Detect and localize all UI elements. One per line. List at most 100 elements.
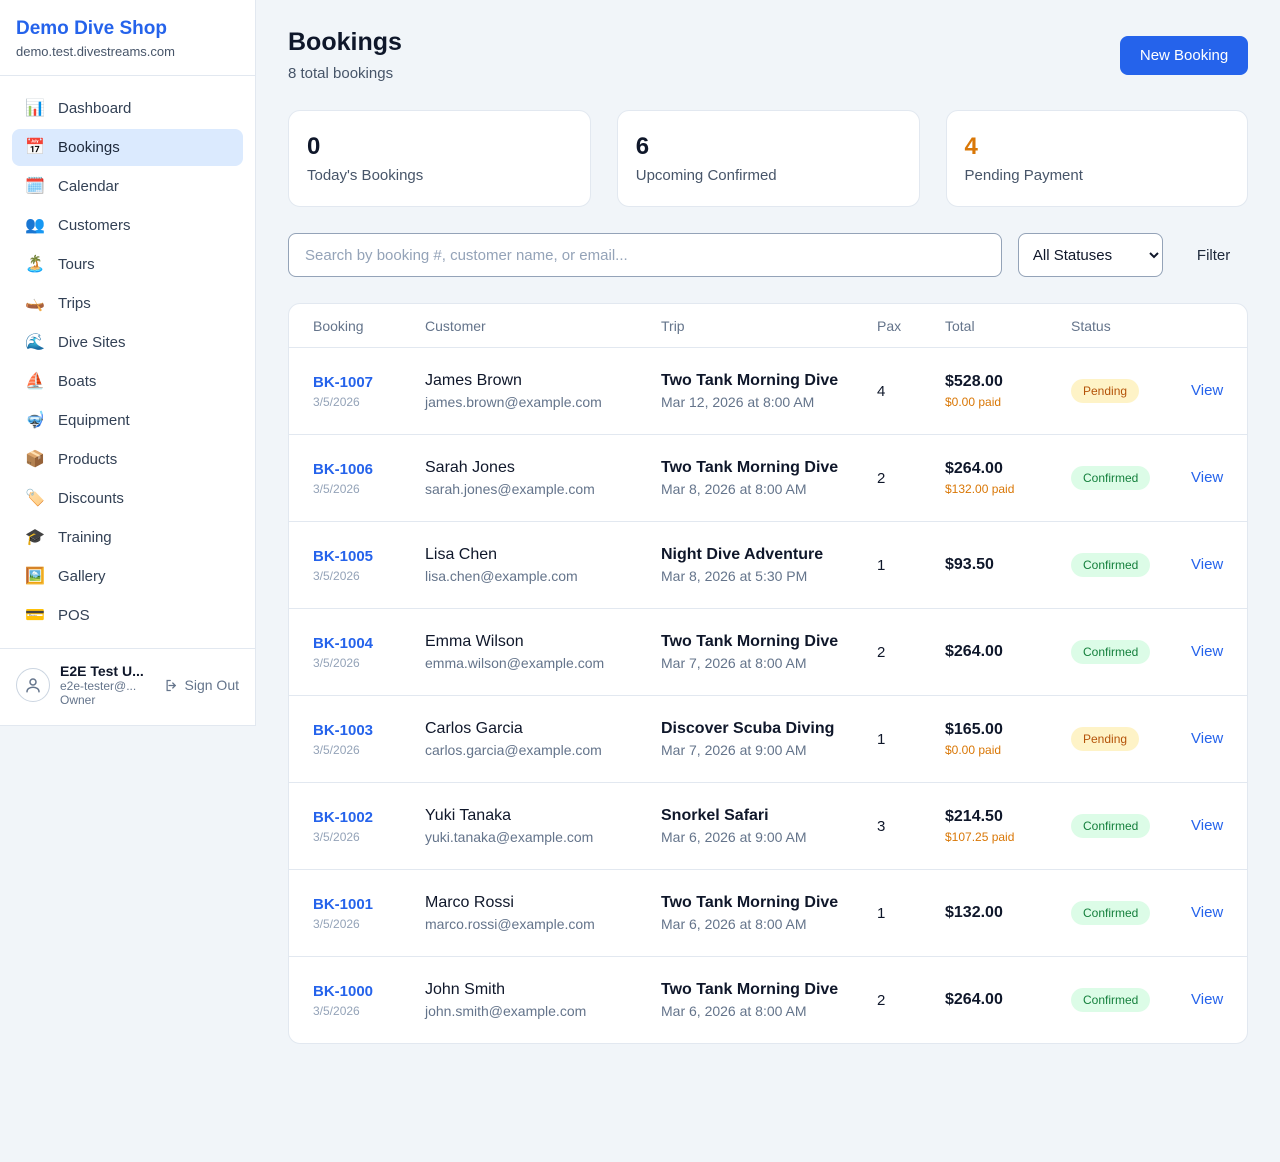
sidebar-item-gallery[interactable]: 🖼️ Gallery: [12, 558, 243, 595]
status-cell: Confirmed: [1071, 901, 1191, 925]
filter-button[interactable]: Filter: [1179, 247, 1248, 264]
new-booking-button[interactable]: New Booking: [1119, 36, 1249, 75]
trip-cell: Discover Scuba Diving Mar 7, 2026 at 9:0…: [661, 720, 877, 758]
total-amount: $132.00: [945, 904, 1003, 921]
main-content: Bookings 8 total bookings New Booking 0 …: [256, 0, 1280, 1076]
user-info: E2E Test U... e2e-tester@... Owner: [60, 663, 154, 707]
total-amount: $165.00: [945, 721, 1003, 738]
pax-count: 1: [877, 730, 886, 748]
customer-cell: Emma Wilson emma.wilson@example.com: [425, 633, 661, 671]
sidebar-item-products[interactable]: 📦 Products: [12, 441, 243, 478]
status-badge: Confirmed: [1071, 988, 1151, 1012]
trip-name: Discover Scuba Diving: [661, 720, 835, 737]
sidebar-item-label: Bookings: [58, 139, 120, 156]
booking-id-link[interactable]: BK-1002: [313, 808, 374, 826]
sidebar-item-customers[interactable]: 👥 Customers: [12, 207, 243, 244]
customer-cell: John Smith john.smith@example.com: [425, 981, 661, 1019]
trip-cell: Two Tank Morning Dive Mar 8, 2026 at 8:0…: [661, 459, 877, 497]
sidebar-item-label: Trips: [58, 295, 91, 312]
customer-cell: Yuki Tanaka yuki.tanaka@example.com: [425, 807, 661, 845]
booking-date: 3/5/2026: [313, 481, 360, 496]
table-row: BK-1003 3/5/2026 Carlos Garcia carlos.ga…: [289, 696, 1248, 783]
app-name: Demo Dive Shop: [16, 18, 167, 39]
status-badge: Pending: [1071, 727, 1140, 751]
booking-id-link[interactable]: BK-1005: [313, 547, 374, 565]
paid-amount: $132.00 paid: [945, 482, 1015, 496]
avatar: [16, 668, 50, 702]
trip-cell: Two Tank Morning Dive Mar 7, 2026 at 8:0…: [661, 633, 877, 671]
booking-id-link[interactable]: BK-1007: [313, 373, 374, 391]
view-link[interactable]: View: [1191, 817, 1224, 834]
customer-cell: Carlos Garcia carlos.garcia@example.com: [425, 720, 661, 758]
column-header-status: Status: [1071, 317, 1111, 334]
sidebar-item-discounts[interactable]: 🏷️ Discounts: [12, 480, 243, 517]
view-cell: View: [1191, 556, 1223, 574]
view-link[interactable]: View: [1191, 643, 1224, 660]
booking-id-link[interactable]: BK-1001: [313, 895, 374, 913]
view-link[interactable]: View: [1191, 382, 1224, 399]
status-badge: Confirmed: [1071, 640, 1151, 664]
view-cell: View: [1191, 382, 1223, 400]
stat-value: 6: [635, 133, 650, 160]
view-link[interactable]: View: [1191, 991, 1224, 1008]
status-filter-select[interactable]: All Statuses: [1017, 233, 1163, 277]
booking-cell: BK-1005 3/5/2026: [313, 548, 425, 583]
trip-datetime: Mar 8, 2026 at 5:30 PM: [661, 568, 808, 584]
paid-amount: $0.00 paid: [945, 395, 1002, 409]
paid-amount: $107.25 paid: [945, 830, 1015, 844]
sidebar-item-training[interactable]: 🎓 Training: [12, 519, 243, 556]
booking-id-link[interactable]: BK-1006: [313, 460, 374, 478]
trip-name: Two Tank Morning Dive: [661, 981, 839, 998]
sidebar-item-label: Dive Sites: [58, 334, 126, 351]
sidebar-item-dashboard[interactable]: 📊 Dashboard: [12, 90, 243, 127]
search-input[interactable]: [288, 233, 1002, 277]
sidebar-item-trips[interactable]: 🛶 Trips: [12, 285, 243, 322]
sidebar-item-icon: ⛵: [25, 372, 45, 390]
sidebar-item-pos[interactable]: 💳 POS: [12, 597, 243, 634]
page-header: Bookings 8 total bookings New Booking: [288, 28, 1249, 82]
stat-label: Today's Bookings: [307, 167, 424, 184]
sidebar-item-icon: 🏷️: [25, 489, 45, 507]
sign-out-icon: [166, 679, 176, 691]
sidebar-item-boats[interactable]: ⛵ Boats: [12, 363, 243, 400]
column-header-pax: Pax: [877, 317, 902, 334]
status-cell: Confirmed: [1071, 553, 1191, 577]
sidebar-item-label: Training: [58, 529, 112, 546]
status-cell: Pending: [1071, 379, 1191, 403]
sidebar-item-equipment[interactable]: 🤿 Equipment: [12, 402, 243, 439]
view-link[interactable]: View: [1191, 556, 1224, 573]
total-cell: $528.00 $0.00 paid: [945, 373, 1071, 409]
view-link[interactable]: View: [1191, 904, 1224, 921]
view-link[interactable]: View: [1191, 469, 1224, 486]
total-cell: $214.50 $107.25 paid: [945, 808, 1071, 844]
sidebar-footer: E2E Test U... e2e-tester@... Owner Sign …: [0, 649, 255, 725]
sidebar-item-bookings[interactable]: 📅 Bookings: [12, 129, 243, 166]
status-badge: Pending: [1071, 379, 1140, 403]
sidebar-item-calendar[interactable]: 🗓️ Calendar: [12, 168, 243, 205]
status-badge: Confirmed: [1071, 466, 1151, 490]
trip-name: Two Tank Morning Dive: [661, 459, 839, 476]
customer-name: Marco Rossi: [425, 894, 514, 911]
booking-id-link[interactable]: BK-1004: [313, 634, 374, 652]
status-cell: Confirmed: [1071, 640, 1191, 664]
column-header-booking: Booking: [313, 317, 364, 334]
customer-cell: Lisa Chen lisa.chen@example.com: [425, 546, 661, 584]
customer-cell: Sarah Jones sarah.jones@example.com: [425, 459, 661, 497]
booking-cell: BK-1001 3/5/2026: [313, 896, 425, 931]
booking-id-link[interactable]: BK-1003: [313, 721, 374, 739]
user-role: Owner: [60, 693, 96, 707]
sidebar-item-tours[interactable]: 🏝️ Tours: [12, 246, 243, 283]
filter-row: All Statuses Filter: [288, 233, 1248, 277]
sign-out-button[interactable]: Sign Out: [164, 677, 239, 693]
sidebar-item-dive-sites[interactable]: 🌊 Dive Sites: [12, 324, 243, 361]
view-link[interactable]: View: [1191, 730, 1224, 747]
booking-id-link[interactable]: BK-1000: [313, 982, 374, 1000]
sidebar-item-label: Equipment: [58, 412, 130, 429]
trip-name: Two Tank Morning Dive: [661, 633, 839, 650]
total-cell: $93.50: [945, 556, 1071, 574]
customer-cell: Marco Rossi marco.rossi@example.com: [425, 894, 661, 932]
view-cell: View: [1191, 904, 1223, 922]
customer-name: James Brown: [425, 372, 522, 389]
column-header-trip: Trip: [661, 317, 685, 334]
